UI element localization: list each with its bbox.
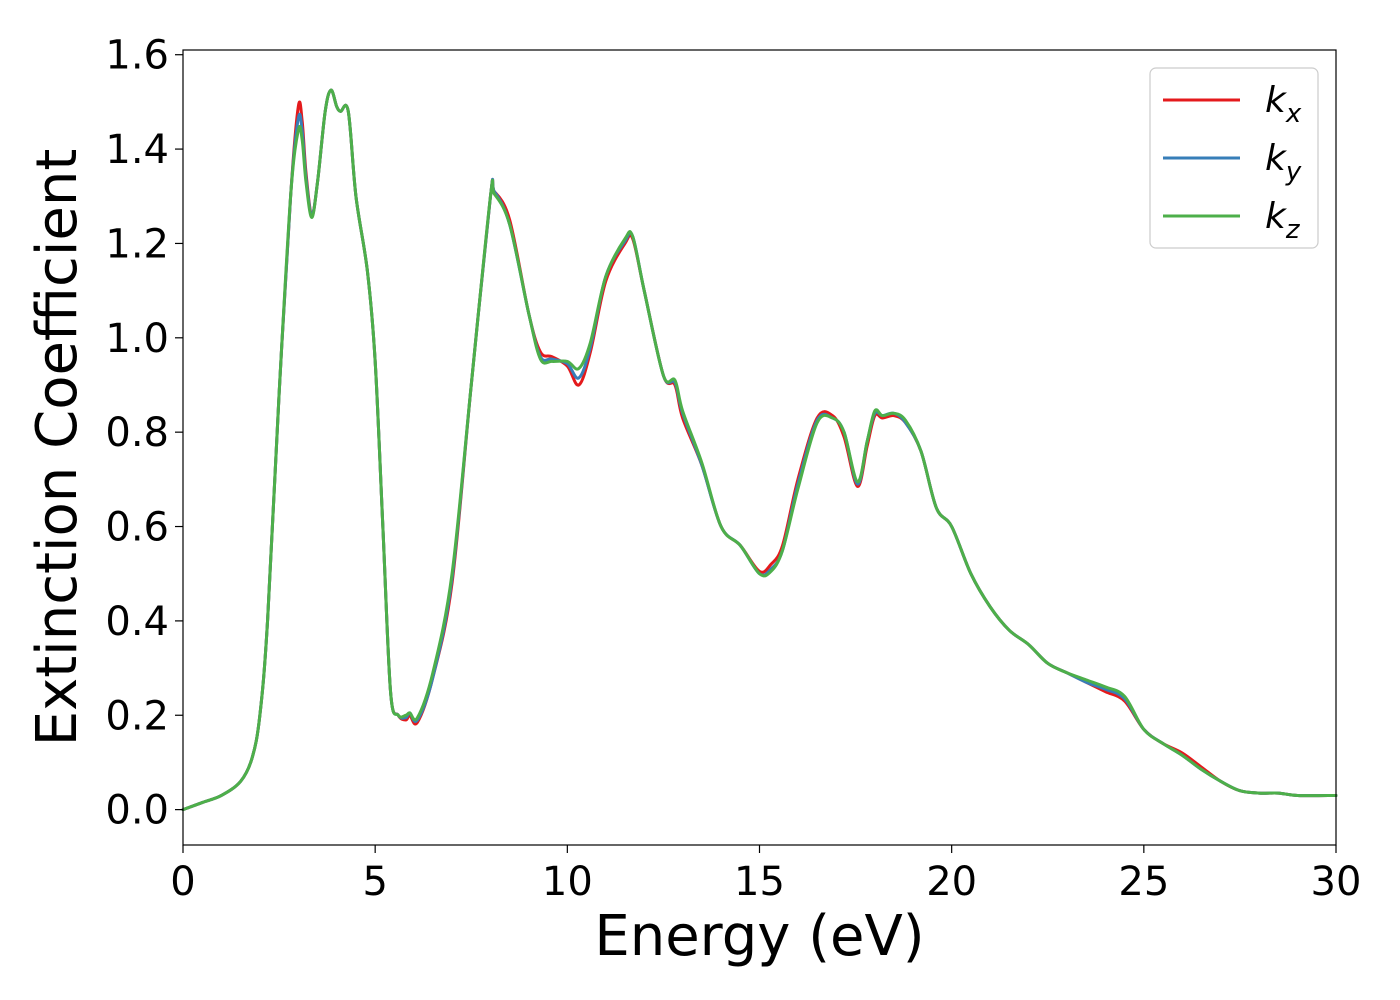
x-tick-label: 10 (542, 859, 593, 905)
series-line-z (181, 88, 1338, 812)
legend-label-y: ky (1265, 138, 1302, 187)
legend-label-base: k (1265, 80, 1288, 121)
x-tick-label: 30 (1311, 859, 1362, 905)
legend-label-base: k (1265, 138, 1288, 179)
y-axis-label: Extinction Coefficient (25, 149, 90, 747)
y-tick-label: 1.6 (105, 33, 169, 79)
y-tick-label: 1.0 (105, 316, 169, 362)
x-tick-label: 20 (926, 859, 977, 905)
y-tick-label: 1.4 (105, 127, 169, 173)
x-tick-label: 5 (362, 859, 387, 905)
x-tick-label: 0 (170, 859, 195, 905)
y-tick-label: 1.2 (105, 221, 169, 267)
x-tick-label: 15 (734, 859, 785, 905)
y-tick-label: 0.2 (105, 693, 169, 739)
legend-label-z: kz (1265, 196, 1301, 245)
legend-label-x: kx (1265, 80, 1302, 129)
x-tick-label: 25 (1118, 859, 1169, 905)
y-tick-label: 0.4 (105, 599, 169, 645)
y-tick-label: 0.6 (105, 505, 169, 551)
y-tick-label: 0.0 (105, 788, 169, 834)
legend-label-subscript: x (1285, 99, 1302, 129)
series-layer (181, 88, 1338, 812)
legend-label-base: k (1265, 196, 1288, 237)
y-axis-ticks: 0.0 0.2 0.4 0.6 0.8 1.0 1.2 1.4 1.6 (105, 33, 183, 834)
y-tick-label: 0.8 (105, 410, 169, 456)
x-axis-label: Energy (eV) (594, 904, 924, 969)
legend-label-subscript: y (1285, 157, 1302, 187)
legend-label-subscript: z (1285, 215, 1301, 245)
x-axis-ticks: 0 5 10 15 20 25 30 (170, 845, 1361, 905)
